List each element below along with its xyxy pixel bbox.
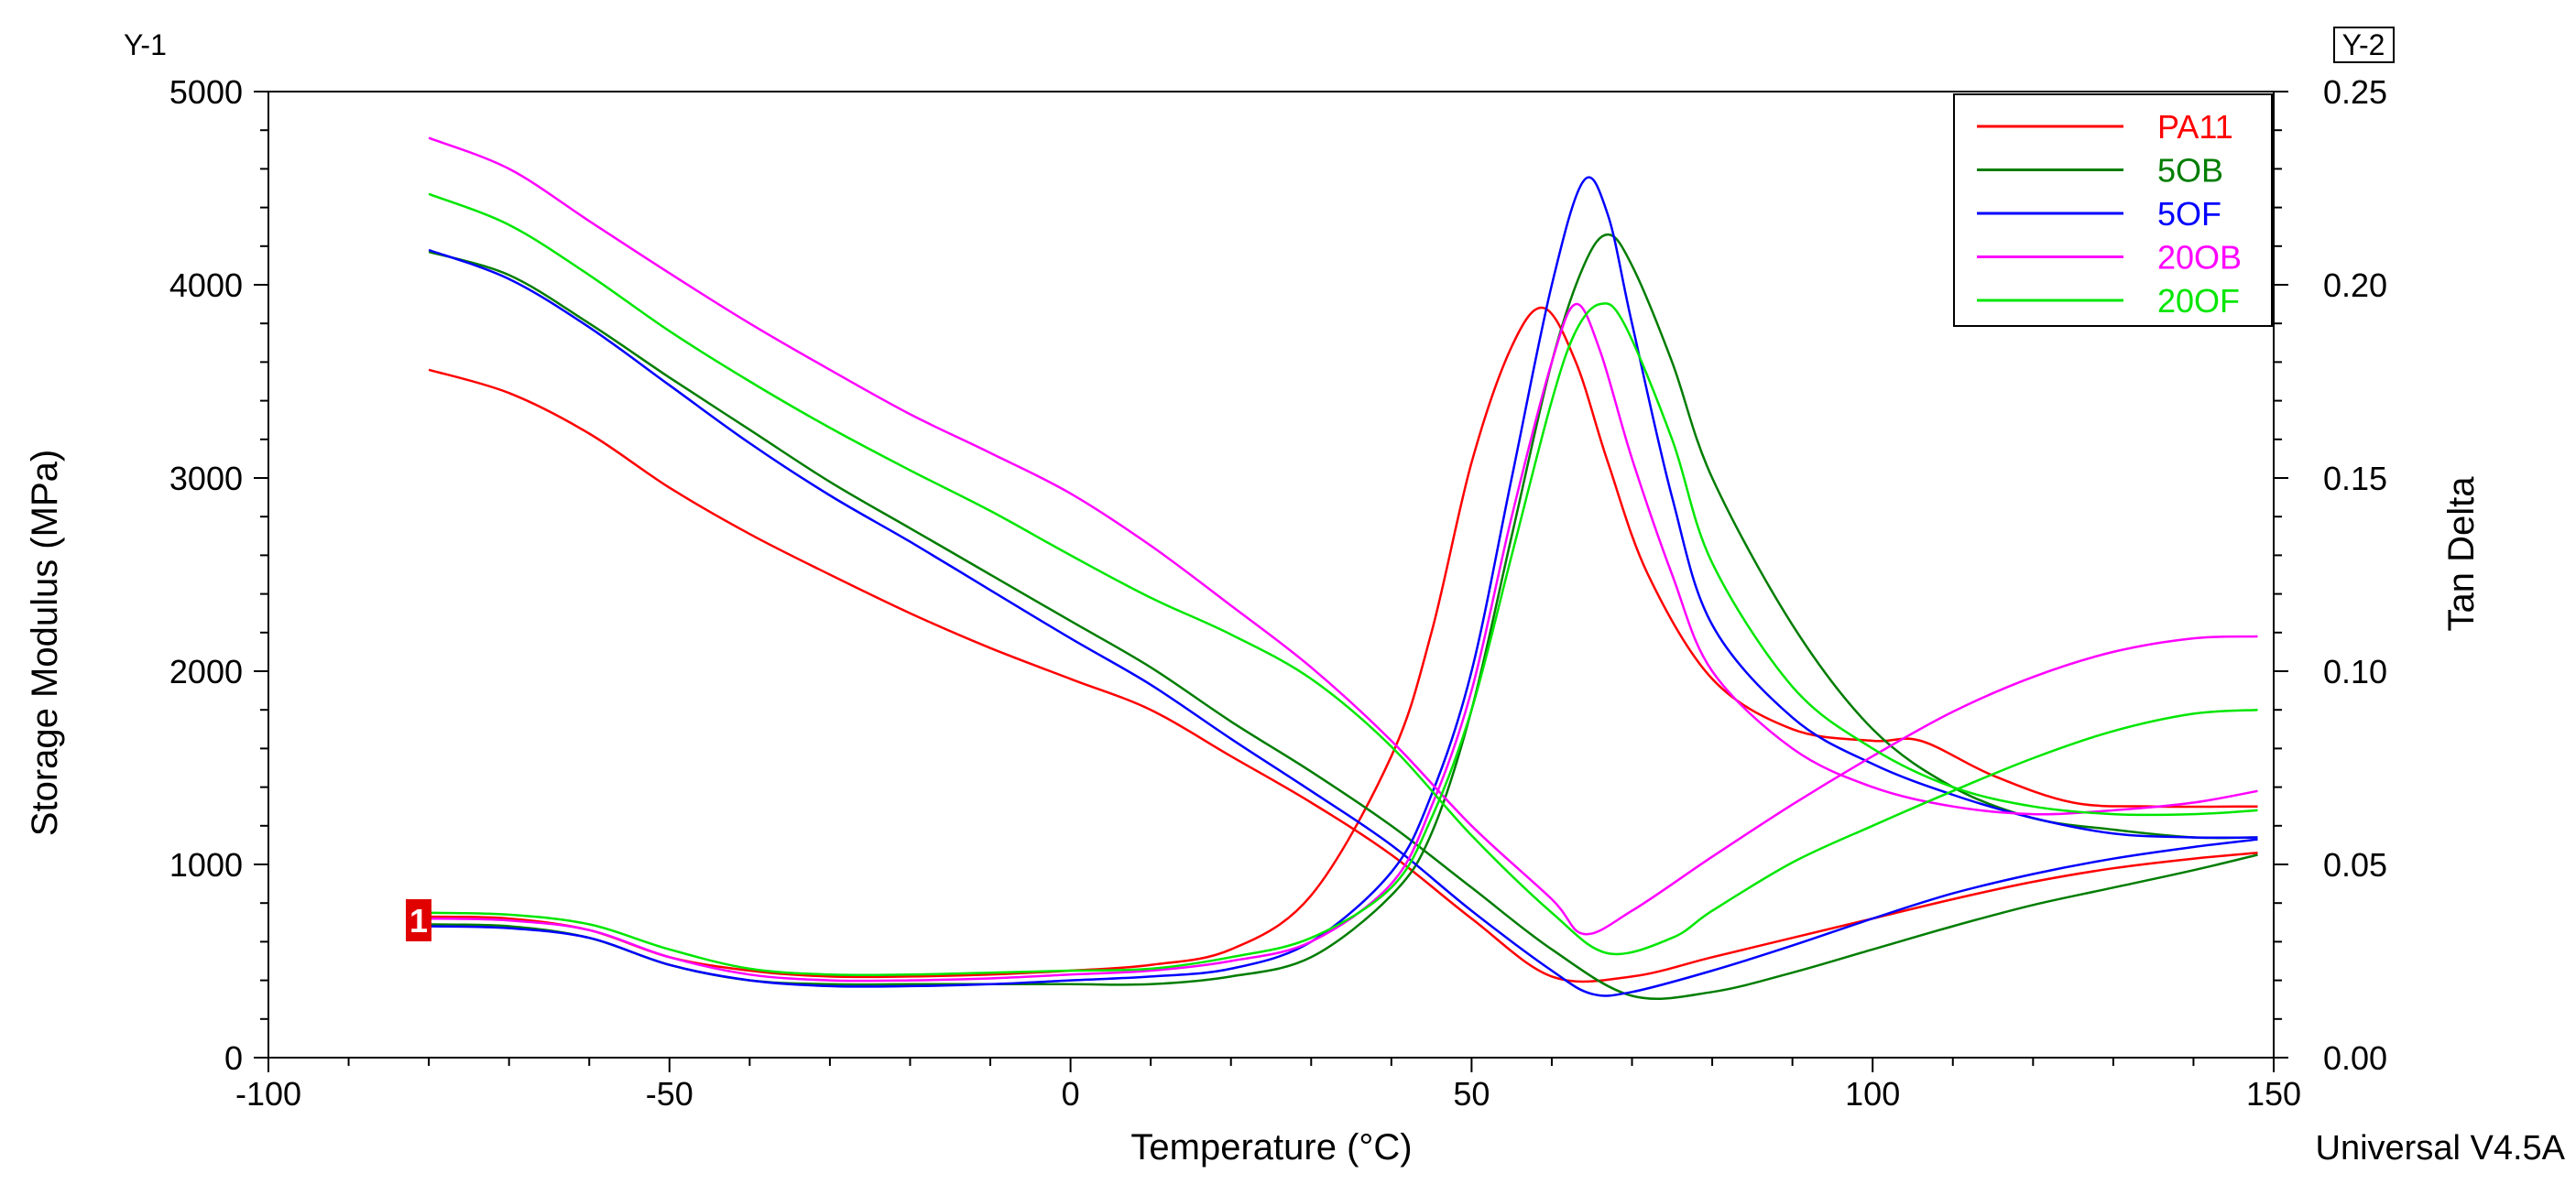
y2-tick-label: 0.25 [2323,73,2387,111]
x-tick-label: 150 [2246,1075,2301,1113]
legend-label: PA11 [2157,108,2233,146]
x-tick-label: 0 [1062,1075,1080,1113]
y-tick-label: 0 [224,1039,243,1077]
y-tick-label: 1000 [169,846,243,884]
series-20of-tan-delta [429,302,2258,977]
y2-tick-label: 0.10 [2323,653,2387,690]
legend-label: 20OF [2157,282,2240,320]
y2-tick-label: 0.15 [2323,460,2387,497]
y1-tag: Y-1 [124,28,167,61]
legend-label: 5OF [2157,195,2221,233]
tick-labels: -100 -50 0 50 100 150 0 1000 2000 3000 4000 5000 0.0… [169,73,2387,1113]
y2-tag-box [2333,27,2395,63]
series-pa11-storage-modulus [428,368,2258,983]
tick-marks [254,91,2288,1072]
x-axis-label: Temperature (°C) [1130,1127,1412,1168]
legend-label: 5OB [2157,152,2223,190]
x-tick-label: -100 [235,1075,301,1113]
legend-box [1953,93,2273,327]
series-5ob-storage-modulus [428,250,2258,1001]
x-tick-label: -50 [646,1075,693,1113]
series-20ob-storage-modulus [428,136,2258,936]
series-5ob-tan-delta [429,233,2258,986]
y-tick-label: 5000 [169,73,243,111]
y-tick-label: 2000 [169,653,243,690]
y2-tick-label: 0.20 [2323,266,2387,304]
series-20ob-tan-delta [429,302,2258,983]
plot-frame [267,91,2275,1059]
legend: PA11 5OB 5OF 20OB 20OF [1953,93,2273,327]
y-tick-label: 3000 [169,460,243,497]
y2-tick-label: 0.05 [2323,846,2387,884]
legend-label: 20OB [2157,239,2242,277]
y2-axis-label: Tan Delta [2441,476,2482,632]
marker-box [406,899,431,941]
y-axis-label: Storage Modulus (MPa) [25,450,65,836]
x-tick-label: 50 [1453,1075,1490,1113]
x-tick-label: 100 [1845,1075,1900,1113]
y-tick-label: 4000 [169,266,243,304]
series-curves [428,136,2258,1001]
series-pa11-tan-delta [429,306,2258,979]
series-5of-tan-delta [429,176,2258,988]
footer-text: Universal V4.5A [2316,1129,2566,1168]
y2-tick-label: 0.00 [2323,1039,2387,1077]
series-20of-storage-modulus [428,192,2258,956]
marker-label: 1 [409,902,428,940]
y2-tag: Y-2 [2342,28,2385,61]
series-5of-storage-modulus [428,248,2258,997]
